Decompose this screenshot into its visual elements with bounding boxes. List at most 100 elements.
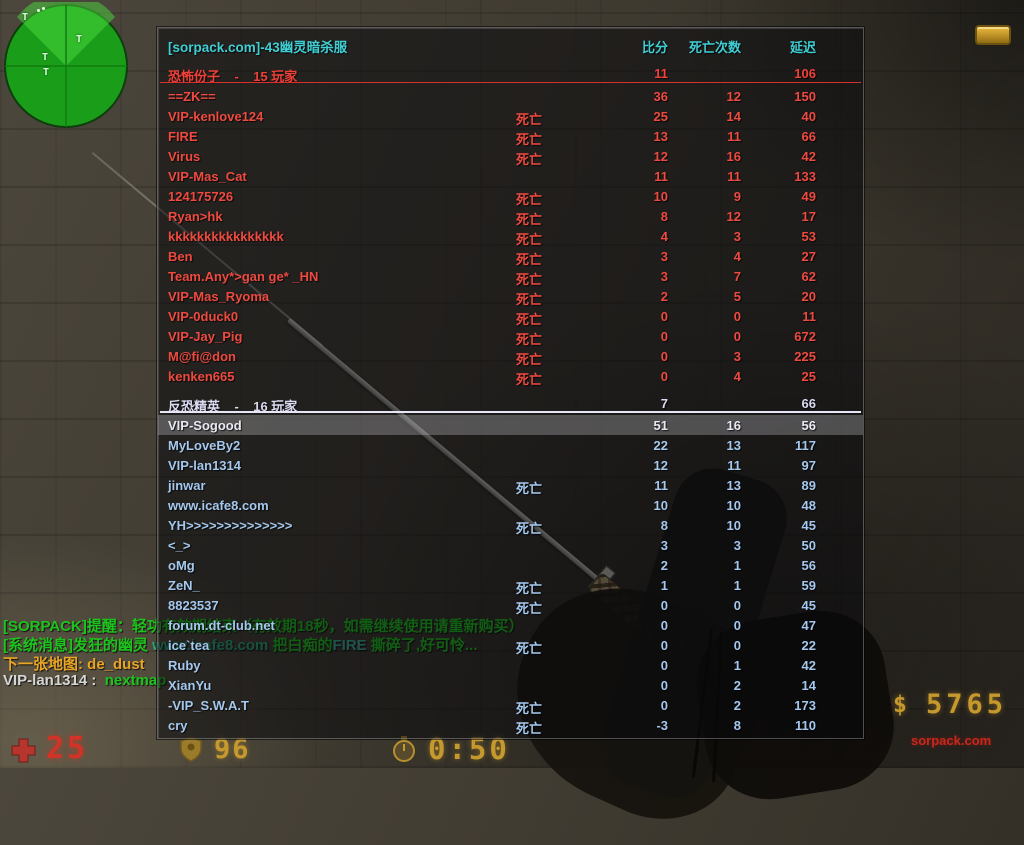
player-deaths: 3 (733, 349, 741, 364)
player-score: 13 (653, 129, 668, 144)
player-latency: 20 (801, 289, 816, 304)
player-name: kenken665 (168, 369, 235, 384)
player-name: VIP-lan1314 (168, 458, 241, 473)
player-dead-label: 死亡 (516, 212, 543, 227)
player-latency: 45 (801, 518, 816, 533)
teammate-marker: T (76, 34, 83, 45)
player-latency: 22 (801, 638, 816, 653)
player-score: 3 (660, 249, 668, 264)
player-name: 124175726 (168, 189, 234, 204)
chat-segment: VIP-lan1314 : (3, 672, 105, 689)
player-latency: 53 (801, 229, 816, 244)
teammate-marker: T (22, 12, 29, 23)
player-deaths: 3 (733, 229, 741, 244)
chat-line: 下一张地图: de_dust (3, 653, 703, 673)
player-name: M@fi@don (168, 349, 236, 364)
chat-segment: nextmap (104, 672, 167, 689)
player-row: Ruby 0 1 42 (158, 655, 863, 675)
scoreboard-panel: [sorpack.com]-43幽灵暗杀服 比分 死亡次数 延迟 恐怖份子 - … (157, 27, 864, 739)
player-score: 0 (660, 678, 668, 693)
player-latency: 225 (794, 349, 816, 364)
player-score: 0 (660, 349, 668, 364)
chat-line: VIP-lan1314 : nextmap (3, 672, 703, 691)
player-deaths: 10 (726, 498, 741, 513)
server-watermark: sorpack.com (911, 733, 992, 748)
player-latency: 56 (801, 418, 816, 433)
player-row: Team.Any*>gan ge* _HN 死亡 3 7 62 (158, 266, 863, 287)
player-row: FIRE 死亡 13 11 66 (158, 126, 863, 147)
player-score: 25 (653, 109, 668, 124)
player-row: -VIP_S.W.A.T 死亡 0 2 173 (158, 695, 863, 716)
player-name: oMg (168, 558, 195, 573)
player-score: 0 (660, 638, 668, 653)
player-name: jinwar (168, 478, 206, 493)
team-header-row: 恐怖份子 - 15 玩家 11 106 (158, 63, 863, 84)
team-name: 反恐精英 - 16 玩家 (168, 399, 298, 414)
player-name: <_> (168, 538, 191, 553)
player-name: ZeN_ (168, 578, 200, 593)
player-dead-label: 死亡 (516, 192, 543, 207)
player-row: VIP-kenlove124 死亡 25 14 40 (158, 106, 863, 127)
player-deaths: 13 (726, 478, 741, 493)
player-score: 12 (653, 149, 668, 164)
player-name: Ryan>hk (168, 209, 223, 224)
player-dead-label: 死亡 (516, 232, 543, 247)
health-value: 25 (46, 731, 89, 766)
player-score: 0 (660, 598, 668, 613)
column-header-score: 比分 (641, 40, 668, 55)
teammate-marker: T (42, 52, 49, 63)
player-row: 8823537 死亡 0 0 45 (158, 595, 863, 616)
player-latency: 45 (801, 598, 816, 613)
player-latency: 110 (795, 718, 816, 733)
radar-dot (37, 9, 40, 12)
player-deaths: 0 (733, 329, 741, 344)
player-row: ==ZK== 36 12 150 (158, 86, 863, 106)
player-latency: 89 (801, 478, 816, 493)
player-name: Virus (168, 149, 201, 164)
player-deaths: 0 (733, 618, 741, 633)
player-score: 0 (660, 698, 668, 713)
player-row: <_> 3 3 50 (158, 535, 863, 555)
player-latency: 50 (801, 538, 816, 553)
player-score: 0 (660, 658, 668, 673)
player-latency: 66 (801, 129, 816, 144)
player-row: ice`tea 死亡 0 0 22 (158, 635, 863, 656)
player-score: 8 (660, 518, 668, 533)
player-score: 1 (660, 578, 668, 593)
player-deaths: 4 (733, 249, 741, 264)
player-name: FIRE (168, 129, 198, 144)
player-score: 36 (653, 89, 668, 104)
player-row: VIP-Mas_Cat 11 11 133 (158, 166, 863, 186)
player-row: VIP-Mas_Ryoma 死亡 2 5 20 (158, 286, 863, 307)
chat-segment: [系统消息]发狂的幽灵 (3, 637, 153, 654)
player-deaths: 1 (733, 558, 741, 573)
player-name: ice`tea (168, 638, 210, 653)
player-latency: 42 (801, 149, 816, 164)
player-row: kenken665 死亡 0 4 25 (158, 366, 863, 387)
player-score: 51 (653, 418, 668, 433)
player-name: Team.Any*>gan ge* _HN (168, 269, 319, 284)
player-name: Ruby (168, 658, 201, 673)
player-row: oMg 2 1 56 (158, 555, 863, 575)
player-deaths: 1 (733, 658, 741, 673)
player-row: Virus 死亡 12 16 42 (158, 146, 863, 167)
player-deaths: 14 (726, 109, 741, 124)
team-score: 11 (654, 66, 668, 81)
player-name: VIP-kenlove124 (168, 109, 264, 124)
team-underline (160, 411, 861, 413)
teammate-marker: T (43, 67, 50, 78)
team-underline (160, 82, 861, 83)
player-row: VIP-lan1314 12 11 97 (158, 455, 863, 475)
player-latency: 14 (801, 678, 816, 693)
player-name: VIP-Jay_Pig (168, 329, 243, 344)
player-latency: 25 (801, 369, 816, 384)
player-deaths: 3 (733, 538, 741, 553)
player-name: cry (168, 718, 188, 733)
player-score: 3 (660, 538, 668, 553)
player-name: XianYu (168, 678, 212, 693)
player-deaths: 9 (733, 189, 741, 204)
player-row: www.icafe8.com 10 10 48 (158, 495, 863, 515)
player-score: 8 (660, 209, 668, 224)
column-header-deaths: 死亡次数 (688, 40, 741, 55)
